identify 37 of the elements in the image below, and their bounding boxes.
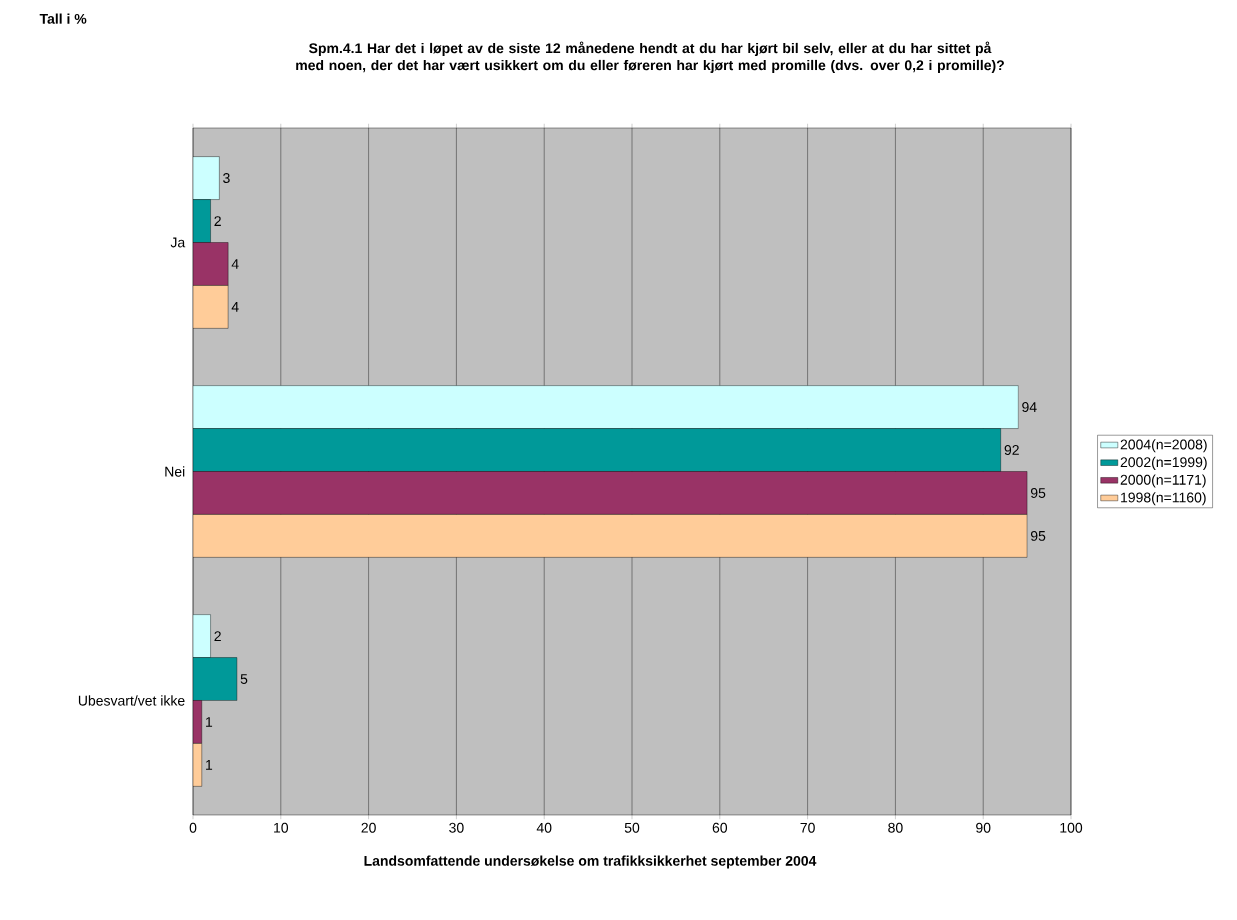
data-label: 3: [223, 173, 230, 184]
data-label: 2: [214, 631, 221, 641]
x-tick-label: 80: [888, 822, 903, 833]
x-tick-label: 50: [624, 822, 640, 833]
data-label: 94: [1022, 402, 1037, 413]
data-label: 95: [1030, 530, 1046, 541]
legend-label: 1998(n=1160): [1121, 492, 1206, 506]
x-tick-label: 10: [274, 822, 289, 833]
data-label: 5: [240, 674, 248, 684]
x-tick-label: 0: [189, 822, 197, 833]
chart-title: Spm.4.1 Har det i løpet av de siste 12 månedene hendt at du har kjørt bil selv, eller at du har sittet på med noen, der det har vært usikkert om du eller føreren har kjørt med promille (dvs. over 0,2 i promille)?: [296, 41, 1004, 73]
y-tick-label: Nei: [165, 466, 185, 477]
text: Landsomfattende undersøkelse om trafikksikkerhet september 2004: [364, 855, 817, 869]
y-tick-label: Ubesvart/vet ikke: [78, 695, 185, 706]
legend-label: 2004(n=2008): [1120, 439, 1207, 453]
bar: [193, 657, 238, 701]
data-label: 1: [206, 717, 213, 727]
x-tick-label: 40: [536, 822, 552, 833]
x-tick-label: 90: [976, 822, 991, 833]
data-label: 4: [231, 259, 239, 269]
data-label: 4: [231, 302, 239, 312]
y-tick-label: Ja: [170, 237, 186, 248]
data-label: 1: [206, 760, 213, 770]
x-tick-label: 60: [712, 822, 728, 833]
data-label: 92: [1004, 445, 1019, 455]
bar: [193, 428, 1001, 472]
x-tick-label: 20: [361, 822, 376, 833]
data-label: 95: [1030, 488, 1046, 498]
x-tick-label: 100: [1060, 822, 1083, 833]
legend-label: 2000(n=1171): [1120, 474, 1206, 488]
text: Tall i %: [39, 13, 87, 24]
legend-label: 2002(n=1999): [1120, 456, 1207, 470]
x-tick-label: 30: [449, 822, 464, 833]
bar: [193, 156, 220, 200]
x-tick-label: 70: [800, 822, 815, 833]
bar: [193, 385, 1019, 429]
data-label: 2: [214, 216, 221, 226]
